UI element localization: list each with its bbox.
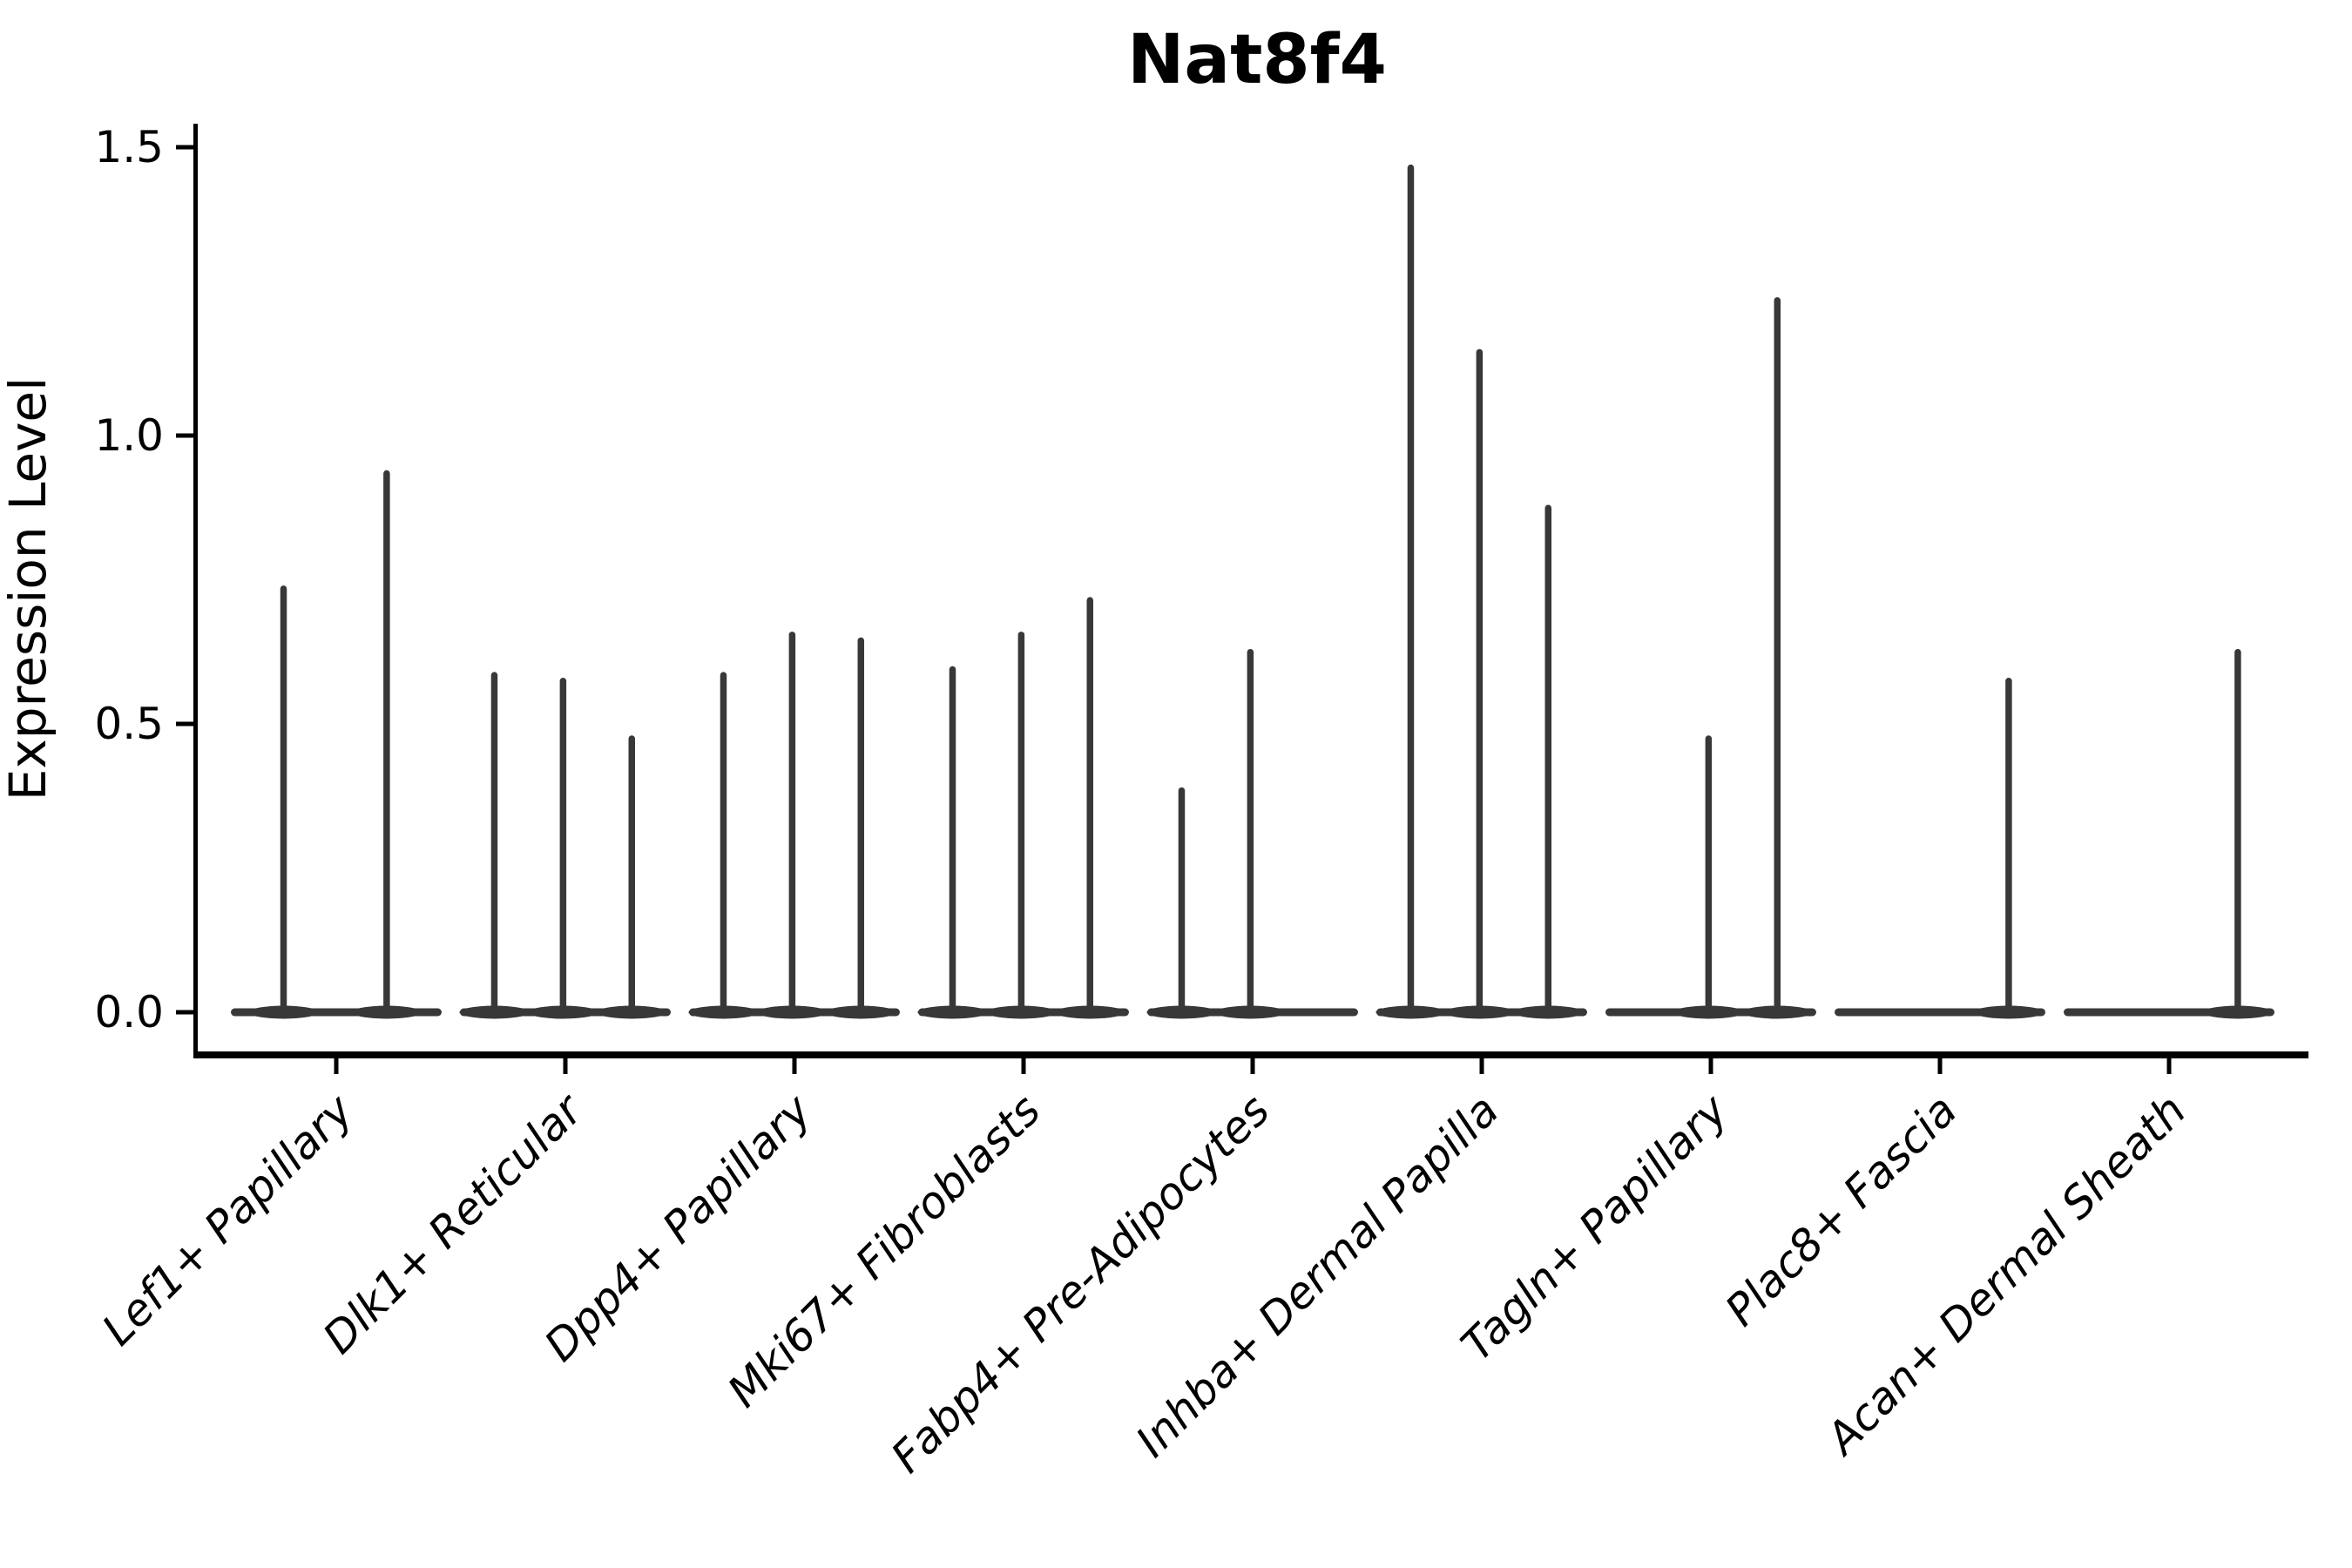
violin [2064, 648, 2274, 1019]
y-tick-mark [176, 721, 193, 727]
x-tick-mark [334, 1058, 339, 1074]
violin-spike [280, 585, 287, 1012]
violin [1375, 164, 1587, 1019]
violin-spike [857, 637, 865, 1012]
violin-spike [559, 678, 567, 1012]
x-tick-label: Acan+ Dermal Sheath [1815, 1085, 2196, 1465]
y-axis-label: Expression Level [0, 377, 57, 801]
violin-spike [720, 672, 727, 1012]
x-tick-mark [1021, 1058, 1026, 1074]
x-tick-mark [792, 1058, 797, 1074]
violin-spike [1178, 787, 1186, 1012]
violin-spike [2234, 648, 2241, 1012]
violin-spike [1544, 504, 1552, 1012]
y-tick-label: 0.0 [94, 987, 164, 1037]
violin [1835, 678, 2045, 1019]
violin [1605, 297, 1816, 1019]
y-tick-mark [176, 145, 193, 150]
x-tick-mark [1937, 1058, 1943, 1074]
violin-spike [2005, 678, 2012, 1012]
violin-spike [949, 666, 956, 1012]
violin-spike [788, 632, 796, 1012]
x-tick-mark [1250, 1058, 1255, 1074]
violin-spike [1017, 632, 1025, 1012]
violin [917, 597, 1129, 1019]
x-tick-label: Lef1+ Papillary [92, 1084, 363, 1355]
violin-spike [1247, 648, 1254, 1012]
y-tick-label: 1.0 [94, 410, 164, 461]
y-tick-label: 0.5 [94, 699, 164, 749]
violins-layer [231, 164, 2274, 1019]
violin [688, 632, 900, 1019]
y-tick-mark [176, 433, 193, 438]
violin-spike [628, 735, 636, 1012]
x-tick-mark [2166, 1058, 2172, 1074]
x-axis-spine [193, 1051, 2308, 1058]
violin [231, 470, 442, 1019]
violin-spike [1086, 597, 1094, 1012]
y-tick-label: 1.5 [94, 122, 164, 172]
violin-spike [383, 470, 390, 1012]
violin-spike [490, 672, 498, 1012]
violin-spike [1774, 297, 1781, 1012]
y-axis-spine [193, 124, 198, 1058]
violin-spike [1407, 164, 1415, 1013]
violin-spike [1476, 348, 1484, 1012]
x-tick-label: Fabp4+ Pre-Adipocytes [882, 1085, 1280, 1483]
y-tick-mark [176, 1010, 193, 1015]
x-tick-mark [1479, 1058, 1484, 1074]
violin [1146, 648, 1358, 1019]
x-tick-label: Plac8+ Fascia [1716, 1085, 1967, 1335]
x-tick-label: Inhba+ Dermal Papilla [1126, 1085, 1508, 1466]
x-tick-mark [1708, 1058, 1713, 1074]
violin [459, 672, 671, 1019]
x-tick-mark [563, 1058, 568, 1074]
chart-title: Nat8f4 [1127, 21, 1387, 99]
violin-spike [1705, 735, 1713, 1012]
